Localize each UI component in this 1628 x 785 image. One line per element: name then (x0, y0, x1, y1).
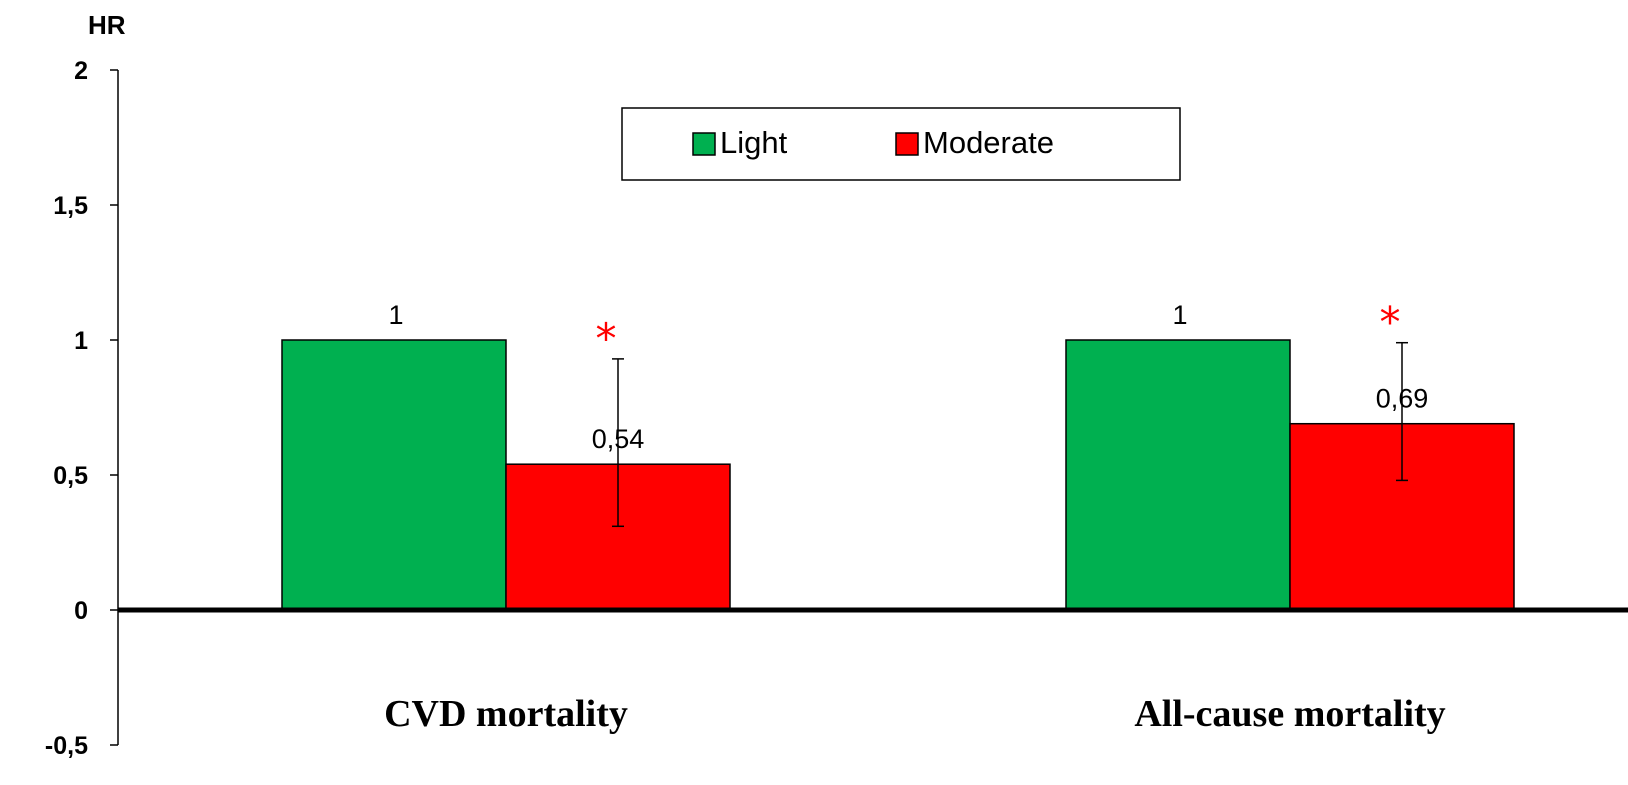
y-tick-label: 0 (74, 597, 88, 625)
legend-label-moderate: Moderate (923, 125, 1054, 160)
data-label: 0,69 (1376, 384, 1429, 414)
bar-light-0 (281, 339, 507, 611)
data-label: 0,54 (592, 424, 645, 454)
category-label: All-cause mortality (1134, 693, 1445, 735)
data-label: 1 (1172, 300, 1187, 330)
y-axis: -0,5 0 0,5 1 1,5 2 (45, 57, 119, 760)
data-label: 1 (388, 300, 403, 330)
legend-swatch-moderate (895, 132, 919, 156)
y-tick-label: 0,5 (53, 462, 88, 490)
bar-light-1 (1065, 339, 1291, 611)
legend-swatch-light (692, 132, 716, 156)
y-tick-label: 2 (74, 57, 88, 85)
significance-star: * (596, 314, 617, 363)
y-tick-label: 1 (74, 327, 88, 355)
labels: 1 * 0,54 CVD mortality 1 * 0,69 All-cause morta… (384, 298, 1446, 735)
category-label: CVD mortality (384, 693, 628, 735)
y-tick-label: -0,5 (45, 732, 88, 760)
y-tick-label: 1,5 (53, 192, 88, 220)
bars (281, 339, 1515, 611)
legend: Light Moderate (621, 107, 1181, 181)
legend-label-light: Light (720, 125, 788, 160)
y-axis-label: HR (88, 10, 126, 40)
significance-star: * (1380, 298, 1401, 347)
